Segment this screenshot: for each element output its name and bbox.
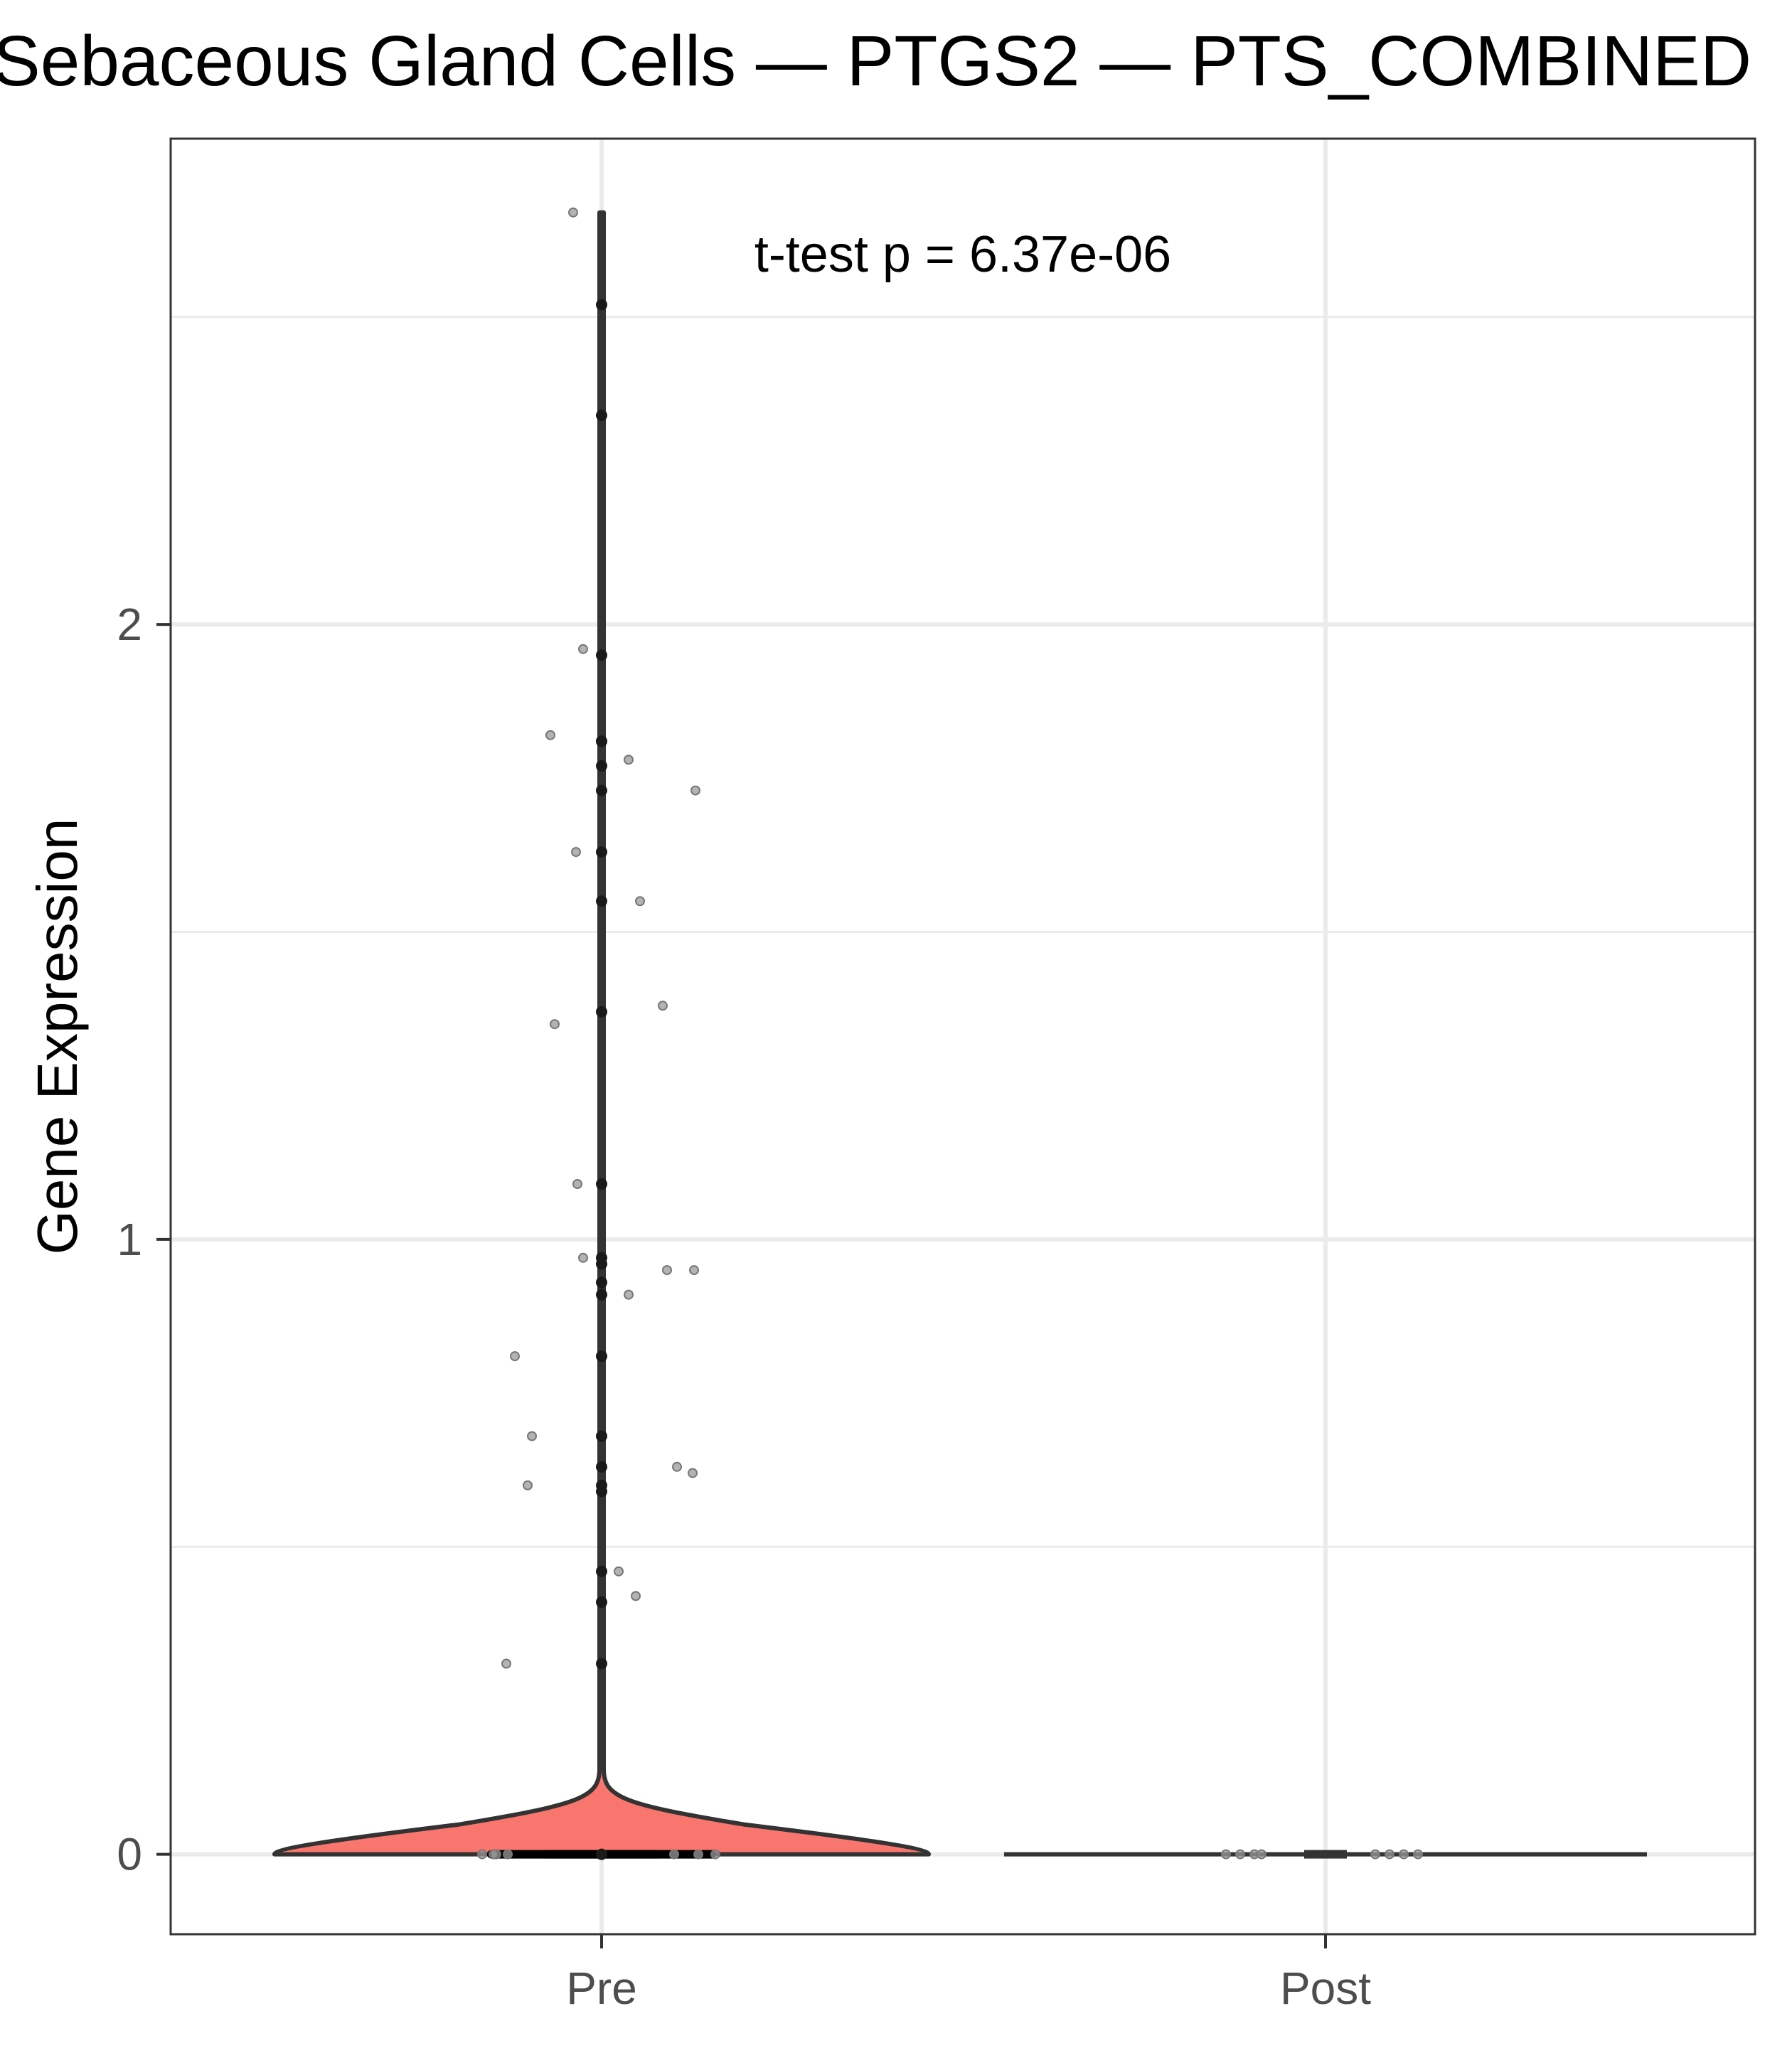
data-point-pre [572, 1179, 582, 1190]
data-point-pre [578, 1252, 588, 1263]
data-point-pre [596, 1258, 607, 1270]
data-point-pre [596, 649, 607, 661]
data-point-pre [596, 1289, 607, 1301]
data-point-pre [596, 895, 607, 907]
x-tick-label: Pre [566, 1963, 637, 2014]
data-point-post [1370, 1849, 1380, 1860]
panel-border [169, 137, 1756, 1936]
data-point-post [1235, 1849, 1245, 1860]
data-point-pre [624, 1289, 634, 1300]
t-test-annotation: t-test p = 6.37e-06 [754, 226, 1171, 283]
data-point-pre [571, 847, 581, 858]
data-point-pre [501, 1658, 511, 1669]
y-tick-label: 0 [117, 1829, 142, 1880]
data-point-pre [578, 644, 588, 654]
violin-pre [272, 210, 931, 1857]
data-point-pre [693, 1849, 703, 1860]
data-point-pre [662, 1265, 672, 1276]
data-point-post [1385, 1849, 1394, 1860]
axes: 0 1 2 Pre Post [117, 599, 1371, 2014]
data-point-post [1257, 1849, 1266, 1860]
data-point-pre [510, 1351, 520, 1362]
y-axis-title: Gene Expression [26, 818, 89, 1255]
data-point-pre [550, 1019, 560, 1030]
data-point-pre [596, 1658, 607, 1670]
y-tick-label: 1 [117, 1214, 142, 1265]
data-point-pre [489, 1849, 498, 1860]
data-point-pre [596, 410, 607, 422]
data-point-pre [614, 1566, 624, 1577]
data-point-pre [596, 1178, 607, 1190]
data-point-pre [624, 754, 634, 765]
data-point-pre [596, 1848, 607, 1860]
data-point-pre [690, 785, 700, 796]
data-point-pre [477, 1849, 487, 1860]
data-point-post [1413, 1849, 1423, 1860]
data-point-pre [596, 1596, 607, 1609]
data-point-pre [635, 896, 645, 907]
data-point-pre [596, 1006, 607, 1018]
data-point-pre [503, 1849, 513, 1860]
data-point-post [1399, 1849, 1409, 1860]
data-point-pre [596, 760, 607, 772]
data-point-pre [596, 784, 607, 796]
data-point-pre [596, 1486, 607, 1498]
data-point-pre [672, 1461, 682, 1472]
data-point-pre [689, 1265, 699, 1276]
data-points [477, 207, 1423, 1860]
data-point-pre [596, 299, 607, 311]
data-point-pre [658, 1001, 668, 1011]
data-point-pre [527, 1431, 537, 1441]
data-point-pre [710, 1849, 720, 1860]
chart-title: Sebaceous Gland Cells — PTGS2 — PTS_COMB… [0, 21, 1751, 101]
data-point-pre [669, 1849, 679, 1860]
data-point-post [1221, 1849, 1231, 1860]
data-point-pre [596, 1276, 607, 1289]
data-point-pre [596, 1565, 607, 1577]
data-point-pre [596, 1430, 607, 1442]
data-point-pre [596, 1461, 607, 1473]
data-point-pre [596, 735, 607, 747]
data-point-pre [688, 1468, 698, 1478]
data-point-pre [596, 846, 607, 858]
y-tick-label: 2 [117, 599, 142, 650]
data-point-pre [631, 1591, 641, 1601]
data-point-pre [523, 1480, 533, 1490]
data-point-pre [568, 207, 578, 218]
data-point-pre [596, 1350, 607, 1362]
box-post [1304, 1850, 1347, 1859]
x-tick-label: Post [1280, 1963, 1371, 2014]
data-point-pre [545, 730, 555, 740]
